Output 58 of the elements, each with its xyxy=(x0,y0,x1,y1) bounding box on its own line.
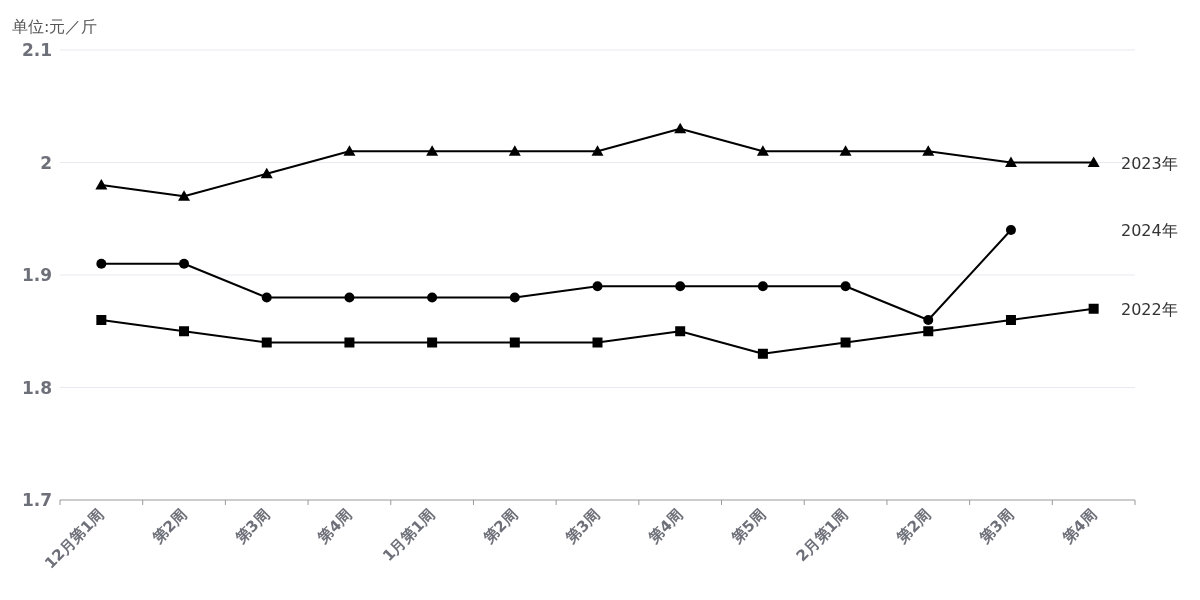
point xyxy=(1005,315,1016,325)
point xyxy=(591,145,604,156)
point xyxy=(178,190,191,201)
x-tick-label: 第2周 xyxy=(479,505,522,548)
point xyxy=(508,145,521,156)
series-label: 2023年 xyxy=(1121,153,1178,173)
y-tick-label: 1.9 xyxy=(21,265,52,285)
x-tick-label: 第2周 xyxy=(892,505,935,548)
point xyxy=(427,292,438,303)
x-tick-label: 第4周 xyxy=(1057,505,1101,548)
point xyxy=(1004,156,1017,167)
point xyxy=(922,145,935,156)
point xyxy=(509,292,520,303)
x-tick-label: 第4周 xyxy=(313,505,356,548)
x-tick-label: 2月第1周 xyxy=(792,505,852,565)
point xyxy=(261,292,272,303)
point xyxy=(1005,225,1016,235)
point xyxy=(261,337,272,348)
point xyxy=(96,258,107,269)
point xyxy=(427,337,438,348)
point xyxy=(592,337,603,348)
point xyxy=(509,337,520,348)
y-tick-label: 2 xyxy=(40,152,52,173)
x-tick-label: 第5周 xyxy=(727,505,770,548)
point xyxy=(1087,156,1100,167)
point xyxy=(179,258,190,269)
y-axis-title: 单位:元／斤 xyxy=(12,17,98,36)
x-tick-label: 第2周 xyxy=(148,505,191,548)
point xyxy=(923,315,934,325)
point xyxy=(840,337,851,348)
point xyxy=(923,326,934,337)
point xyxy=(1088,303,1099,314)
point xyxy=(96,315,107,325)
point xyxy=(757,281,768,292)
point xyxy=(344,337,355,348)
x-tick-label: 第4周 xyxy=(644,505,687,548)
point xyxy=(840,281,851,292)
point xyxy=(426,145,439,156)
y-tick-label: 1.8 xyxy=(21,377,52,398)
point xyxy=(675,281,686,292)
point xyxy=(95,179,108,190)
point xyxy=(592,281,603,292)
x-tick-label: 第3周 xyxy=(231,505,274,548)
point xyxy=(757,348,768,359)
x-tick-label: 1月第1周 xyxy=(379,505,439,565)
point xyxy=(179,326,190,337)
y-tick-label: 2.1 xyxy=(21,40,52,60)
point xyxy=(674,122,687,134)
point xyxy=(675,326,686,337)
x-tick-label: 第3周 xyxy=(561,505,604,548)
text: 2024年 xyxy=(1121,221,1178,240)
point xyxy=(260,167,273,179)
point xyxy=(343,145,356,156)
point xyxy=(756,145,769,156)
point xyxy=(839,145,852,156)
series-label: 2022年 xyxy=(1121,299,1178,319)
point xyxy=(344,292,355,303)
x-tick-label: 第3周 xyxy=(975,505,1018,548)
